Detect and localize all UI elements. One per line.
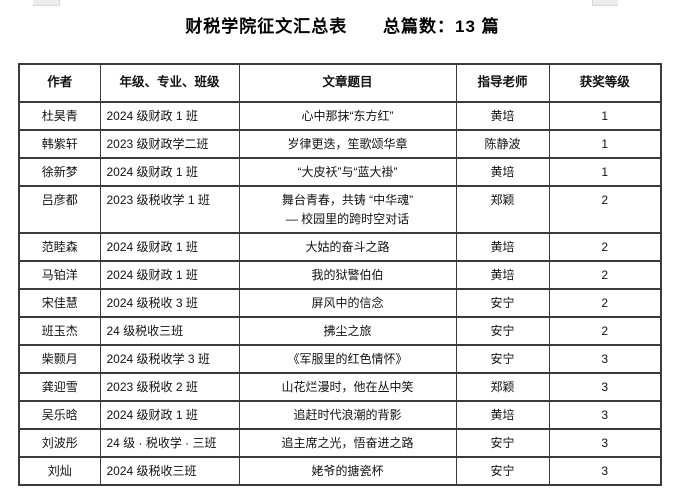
- cell-author: 韩紫轩: [18, 129, 101, 159]
- table-row: 柴颢月 2024 级税收学 3 班 《军服里的红色情怀》 安宁 3: [18, 344, 662, 374]
- table-body: 杜昊青 2024 级财政 1 班 心中那抹“东方红” 黄培 1 韩紫轩 2023…: [18, 101, 662, 486]
- essay-summary-table: 作者 年级、专业、班级 文章题目 指导老师 获奖等级 杜昊青 2024 级财政 …: [18, 63, 662, 486]
- table-header-row: 作者 年级、专业、班级 文章题目 指导老师 获奖等级: [18, 63, 662, 103]
- cell-author: 龚迎雪: [18, 372, 101, 402]
- cell-teacher: 郑颖: [455, 372, 550, 402]
- cell-title: 我的狱警伯伯: [238, 260, 457, 290]
- cell-teacher: 安宁: [455, 344, 550, 374]
- header-author: 作者: [18, 63, 101, 103]
- cell-class: 2023 级税收 2 班: [99, 372, 240, 402]
- cell-class: 2023 级税收学 1 班: [99, 185, 240, 234]
- cell-title: “大皮袄”与“蓝大褂”: [238, 157, 457, 187]
- cell-award: 3: [548, 372, 662, 402]
- cell-author: 宋佳慧: [18, 288, 101, 318]
- cell-author: 吕彦都: [18, 185, 101, 234]
- page-margin-mark-left: [33, 0, 60, 6]
- cell-class: 2024 级财政 1 班: [99, 101, 240, 131]
- cell-title: 舞台青春，共铸 “中华魂” — 校园里的跨时空对话: [238, 185, 457, 234]
- cell-author: 范睦森: [18, 232, 101, 262]
- cell-teacher: 黄培: [455, 157, 550, 187]
- cell-author: 班玉杰: [18, 316, 101, 346]
- cell-class: 2024 级税收学 3 班: [99, 344, 240, 374]
- cell-award: 3: [548, 400, 662, 430]
- cell-class: 2024 级财政 1 班: [99, 157, 240, 187]
- cell-class: 2024 级财政 1 班: [99, 232, 240, 262]
- cell-author: 刘灿: [18, 456, 101, 486]
- cell-title: 山花烂漫时，他在丛中笑: [238, 372, 457, 402]
- table-row: 韩紫轩 2023 级财政学二班 岁律更迭，笙歌颂华章 陈静波 1: [18, 129, 662, 159]
- cell-award: 2: [548, 316, 662, 346]
- cell-teacher: 郑颖: [455, 185, 550, 234]
- header-title: 文章题目: [238, 63, 457, 103]
- cell-author: 吴乐晗: [18, 400, 101, 430]
- cell-class: 24 级税收三班: [99, 316, 240, 346]
- cell-award: 2: [548, 288, 662, 318]
- cell-class: 2024 级财政 1 班: [99, 400, 240, 430]
- cell-author: 徐新梦: [18, 157, 101, 187]
- page-title: 财税学院征文汇总表 总篇数：13 篇: [0, 12, 685, 37]
- table-row: 杜昊青 2024 级财政 1 班 心中那抹“东方红” 黄培 1: [18, 101, 662, 131]
- cell-teacher: 陈静波: [455, 129, 550, 159]
- page-title-total-count: 总篇数：13 篇: [383, 17, 500, 36]
- cell-award: 3: [548, 428, 662, 458]
- cell-title: 大姑的奋斗之路: [238, 232, 457, 262]
- table-row: 范睦森 2024 级财政 1 班 大姑的奋斗之路 黄培 2: [18, 232, 662, 262]
- cell-award: 2: [548, 260, 662, 290]
- cell-author: 柴颢月: [18, 344, 101, 374]
- cell-award: 1: [548, 101, 662, 131]
- cell-teacher: 安宁: [455, 316, 550, 346]
- cell-title: 《军服里的红色情怀》: [238, 344, 457, 374]
- cell-title: 屏风中的信念: [238, 288, 457, 318]
- table-row: 刘灿 2024 级税收三班 姥爷的搪瓷杯 安宁 3: [18, 456, 662, 486]
- table-row: 班玉杰 24 级税收三班 拂尘之旅 安宁 2: [18, 316, 662, 346]
- table-row: 马铂洋 2024 级财政 1 班 我的狱警伯伯 黄培 2: [18, 260, 662, 290]
- cell-teacher: 黄培: [455, 260, 550, 290]
- cell-teacher: 安宁: [455, 428, 550, 458]
- table-row: 吕彦都 2023 级税收学 1 班 舞台青春，共铸 “中华魂” — 校园里的跨时…: [18, 185, 662, 234]
- cell-title: 追主席之光，悟奋进之路: [238, 428, 457, 458]
- cell-title: 心中那抹“东方红”: [238, 101, 457, 131]
- cell-teacher: 安宁: [455, 456, 550, 486]
- page-title-main: 财税学院征文汇总表: [185, 17, 348, 36]
- table-row: 龚迎雪 2023 级税收 2 班 山花烂漫时，他在丛中笑 郑颖 3: [18, 372, 662, 402]
- cell-author: 杜昊青: [18, 101, 101, 131]
- cell-title: 追赶时代浪潮的背影: [238, 400, 457, 430]
- cell-award: 3: [548, 456, 662, 486]
- page-margin-mark-right: [592, 0, 618, 6]
- cell-class: 2024 级税收三班: [99, 456, 240, 486]
- cell-class: 24 级 · 税收学 · 三班: [99, 428, 240, 458]
- cell-title: 岁律更迭，笙歌颂华章: [238, 129, 457, 159]
- table-row: 刘波彤 24 级 · 税收学 · 三班 追主席之光，悟奋进之路 安宁 3: [18, 428, 662, 458]
- header-class: 年级、专业、班级: [99, 63, 240, 103]
- cell-author: 马铂洋: [18, 260, 101, 290]
- cell-class: 2024 级税收 3 班: [99, 288, 240, 318]
- cell-award: 3: [548, 344, 662, 374]
- cell-class: 2023 级财政学二班: [99, 129, 240, 159]
- table-row: 宋佳慧 2024 级税收 3 班 屏风中的信念 安宁 2: [18, 288, 662, 318]
- cell-award: 1: [548, 157, 662, 187]
- cell-title: 拂尘之旅: [238, 316, 457, 346]
- cell-award: 2: [548, 185, 662, 234]
- cell-teacher: 黄培: [455, 232, 550, 262]
- cell-teacher: 安宁: [455, 288, 550, 318]
- cell-author: 刘波彤: [18, 428, 101, 458]
- cell-award: 2: [548, 232, 662, 262]
- cell-teacher: 黄培: [455, 400, 550, 430]
- header-teacher: 指导老师: [455, 63, 550, 103]
- cell-title: 姥爷的搪瓷杯: [238, 456, 457, 486]
- cell-teacher: 黄培: [455, 101, 550, 131]
- header-award: 获奖等级: [548, 63, 662, 103]
- table-row: 吴乐晗 2024 级财政 1 班 追赶时代浪潮的背影 黄培 3: [18, 400, 662, 430]
- table-row: 徐新梦 2024 级财政 1 班 “大皮袄”与“蓝大褂” 黄培 1: [18, 157, 662, 187]
- cell-award: 1: [548, 129, 662, 159]
- cell-class: 2024 级财政 1 班: [99, 260, 240, 290]
